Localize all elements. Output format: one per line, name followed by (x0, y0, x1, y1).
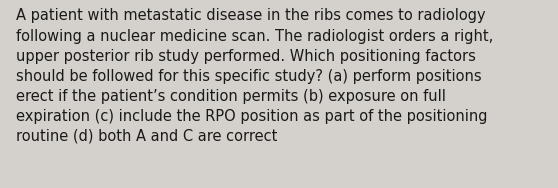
Text: A patient with metastatic disease in the ribs comes to radiology
following a nuc: A patient with metastatic disease in the… (16, 8, 493, 144)
